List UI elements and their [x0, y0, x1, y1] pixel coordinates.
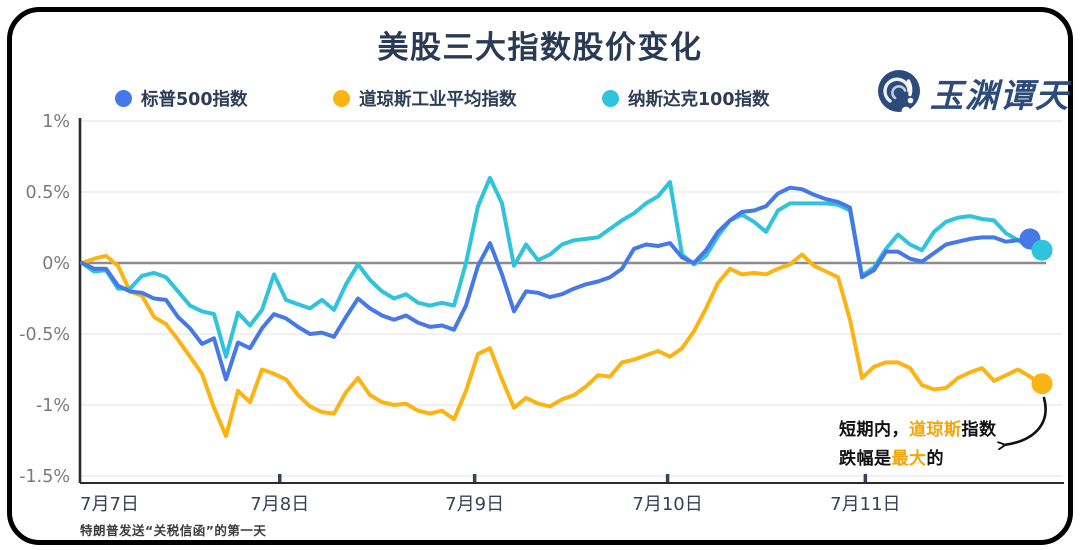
annotation-text: 指数 — [961, 420, 997, 440]
y-tick-label-0.5%: 0.5% — [26, 183, 70, 203]
legend-item-dow: 道琼斯工业平均指数 — [333, 86, 517, 111]
card-border — [7, 7, 1073, 545]
y-tick-label-0%: 0% — [42, 254, 70, 274]
annotation-callout: 短期内，道琼斯指数 跌幅是最大的 — [839, 416, 997, 474]
legend-label-sp500: 标普500指数 — [141, 90, 248, 110]
brand-logo-text: 玉渊谭天 — [930, 76, 1070, 115]
series-endpoint-nasdaq — [1031, 239, 1053, 261]
legend-item-sp500: 标普500指数 — [115, 86, 248, 111]
annotation-line-2: 跌幅是最大的 — [839, 445, 997, 474]
annotation-text: 短期内， — [839, 420, 909, 440]
y-tick-label-1%: 1% — [42, 112, 70, 132]
series-line-sp500 — [80, 185, 1032, 382]
annotation-line-1: 短期内，道琼斯指数 — [839, 416, 997, 445]
series-line-nasdaq — [80, 175, 1044, 359]
annotation-arrow — [1004, 396, 1047, 445]
plot-area: 1% 0.5% 0% -0.5% -1% -1.5% 7月7日 7月8日 7月9日 7月10日 7月… — [19, 112, 1064, 515]
legend-dot-sp500-icon — [115, 90, 132, 107]
y-tick-label--1%: -1% — [36, 396, 70, 416]
legend-label-nasdaq: 纳斯达克100指数 — [628, 90, 770, 110]
x-tick-label-7月8日: 7月8日 — [250, 494, 309, 515]
annotation-text: 的 — [926, 449, 944, 469]
series-endpoint-dow — [1031, 373, 1053, 395]
annotation-text: 跌幅是 — [839, 449, 892, 469]
legend-dot-nasdaq-icon — [602, 90, 619, 107]
legend-item-nasdaq: 纳斯达克100指数 — [602, 86, 770, 111]
y-tick-label--1.5%: -1.5% — [19, 467, 70, 487]
annotation-highlight-dow: 道琼斯 — [909, 420, 962, 440]
wave-swirl-logo-icon — [878, 70, 920, 116]
legend-dot-dow-icon — [333, 90, 350, 107]
brand-logo: 玉渊谭天 — [876, 68, 1070, 118]
series-line-dow — [80, 252, 1044, 439]
x-tick-label-7月7日: 7月7日 — [80, 494, 139, 515]
annotation-highlight-max: 最大 — [891, 449, 927, 469]
x-axis-footnote: 特朗普发送“关税信函”的第一天 — [80, 523, 267, 538]
legend-label-dow: 道琼斯工业平均指数 — [359, 90, 517, 110]
x-tick-label-7月10日: 7月10日 — [632, 494, 702, 515]
x-tick-label-7月11日: 7月11日 — [830, 494, 900, 515]
x-tick-label-7月9日: 7月9日 — [445, 494, 504, 515]
y-tick-label--0.5%: -0.5% — [19, 325, 70, 345]
page-title: 美股三大指数股价变化 — [377, 30, 703, 66]
